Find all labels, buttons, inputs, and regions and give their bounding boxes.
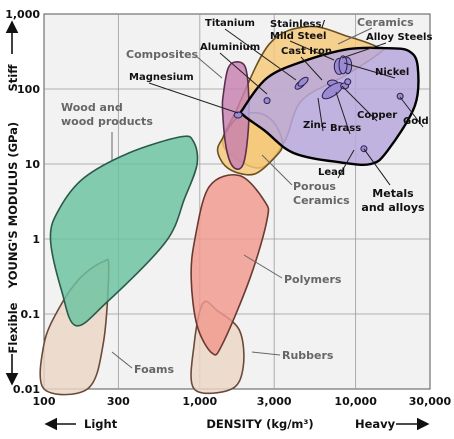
label-brass: Brass xyxy=(330,123,361,134)
y-tick-label: 0.01 xyxy=(13,383,40,396)
leader-line xyxy=(399,96,424,128)
region-metals-and-alloys xyxy=(239,46,420,167)
y-tick-label: 1 xyxy=(32,233,40,246)
group-label-wood-and-wood-products: Wood and wood products xyxy=(61,101,153,128)
bubble-gold xyxy=(396,92,404,100)
label-zinc: Zinc xyxy=(303,120,327,131)
y-tick-label: 1,000 xyxy=(5,8,40,21)
y-axis-label: YOUNG'S MODULUS (GPa) xyxy=(6,122,20,289)
label-cast-iron: Cast Iron xyxy=(281,46,332,57)
leader-line xyxy=(224,28,297,81)
x-hint-light: Light xyxy=(84,417,118,431)
x-tick-label: 3,000 xyxy=(257,395,292,408)
leader-line xyxy=(363,148,391,186)
leader-line xyxy=(195,55,223,79)
region-polymers xyxy=(190,174,270,356)
x-tick-label: 100 xyxy=(33,395,56,408)
label-titanium: Titanium xyxy=(205,18,255,29)
x-tick-label: 30,000 xyxy=(409,395,452,408)
bubble-magnesium xyxy=(233,111,243,119)
y-tick-label: 10 xyxy=(25,158,41,171)
group-label-foams: Foams xyxy=(134,363,175,376)
label-copper: Copper xyxy=(357,110,397,121)
x-axis-label: DENSITY (kg/m³) xyxy=(206,417,313,431)
group-label-porous-ceramics: Porous Ceramics xyxy=(293,180,350,207)
bubble-copper xyxy=(344,78,352,86)
group-label-polymers: Polymers xyxy=(284,273,342,286)
leader-line xyxy=(289,40,335,61)
material-bubbles xyxy=(233,55,404,153)
leader-line xyxy=(148,82,239,114)
group-label-composites: Composites xyxy=(126,48,199,61)
leader-line xyxy=(219,52,268,95)
group-label-metals-and-alloys: Metals and alloys xyxy=(361,187,425,214)
x-tick-label: 1,000 xyxy=(182,395,217,408)
leader-line xyxy=(251,351,281,356)
bubble-aluminium xyxy=(263,97,271,105)
leader-line xyxy=(243,254,283,279)
axis-ticks: 100 300 1,000 3,000 10,000 30,000 0.01 0.1 1 10 10… xyxy=(5,8,451,408)
label-aluminium: Aluminium xyxy=(200,42,260,53)
axes: DENSITY (kg/m³) YOUNG'S MODULUS (GPa) Ligh… xyxy=(5,20,430,431)
group-label-ceramics: Ceramics xyxy=(357,16,414,29)
bubble-lead xyxy=(360,145,368,153)
x-hint-heavy: Heavy xyxy=(355,417,396,431)
label-lead: Lead xyxy=(318,167,345,178)
x-tick-label: 10,000 xyxy=(334,395,377,408)
label-stainless-mild-steel: Stainless/Mild Steel xyxy=(270,19,326,42)
group-label-rubbers: Rubbers xyxy=(282,349,334,362)
leader-line xyxy=(261,154,293,186)
x-tick-label: 300 xyxy=(107,395,130,408)
y-hint-stiff: Stiff xyxy=(6,64,20,92)
leader-line xyxy=(337,27,373,45)
leader-line xyxy=(111,351,133,369)
bubble-alloy-steels xyxy=(338,55,348,75)
label-nickel: Nickel xyxy=(375,67,409,78)
region-wood-and-wood-products xyxy=(49,135,199,327)
leader-line xyxy=(343,62,396,79)
label-alloy-steels: Alloy Steels xyxy=(366,32,432,43)
y-tick-label: 100 xyxy=(17,83,40,96)
leader-line xyxy=(337,149,355,179)
label-magnesium: Magnesium xyxy=(129,72,194,83)
label-gold: Gold xyxy=(403,116,429,127)
bubble-titanium xyxy=(297,76,309,87)
y-tick-label: 0.1 xyxy=(21,308,41,321)
leader-lines xyxy=(111,27,424,369)
y-hint-flexible: Flexible xyxy=(6,302,20,353)
leader-line xyxy=(317,97,324,132)
leader-line xyxy=(341,85,378,122)
chart-labels: Titanium Aluminium Magnesium Stainless/Mild… xyxy=(61,16,432,376)
leader-line xyxy=(300,56,323,81)
leader-line xyxy=(335,91,351,135)
leader-line xyxy=(341,42,387,59)
